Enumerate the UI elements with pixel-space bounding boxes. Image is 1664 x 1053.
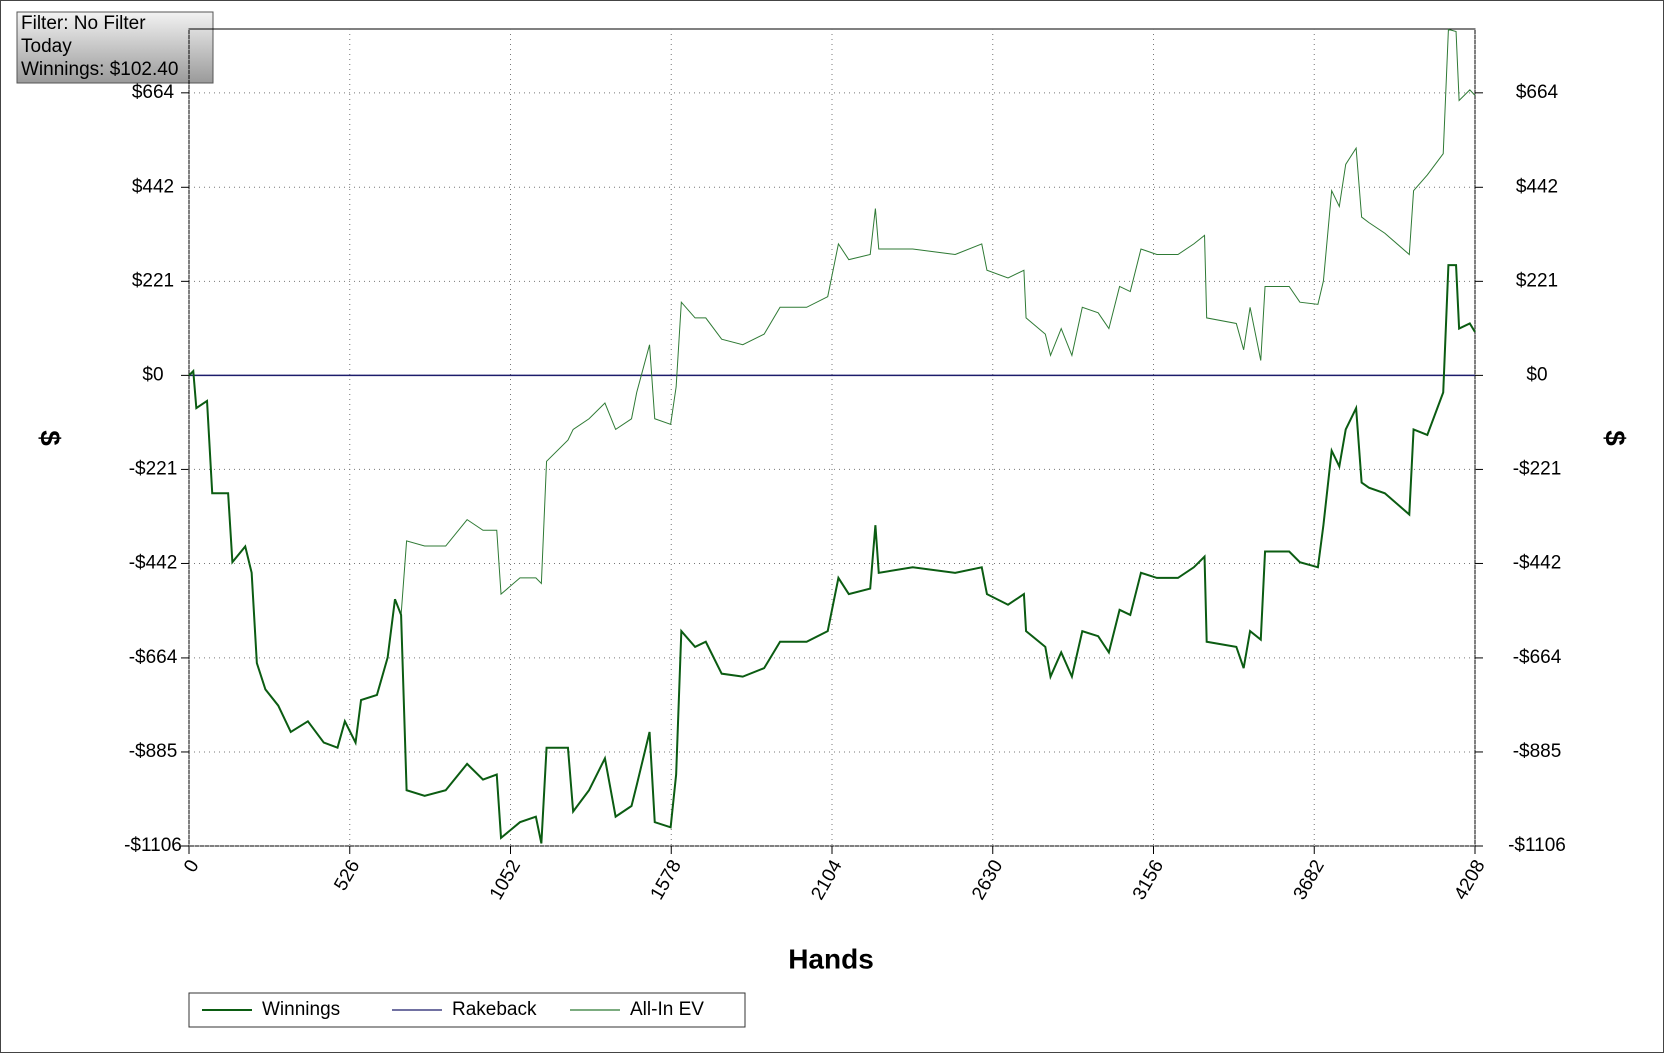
y-tick-label: -$885 (129, 741, 178, 762)
y-axis-label: $ (35, 430, 66, 446)
annotation-line: Filter: No Filter (21, 13, 146, 34)
annotation-line: Today (21, 36, 72, 57)
legend-label: Rakeback (452, 999, 537, 1020)
y-tick-label: -$1106 (124, 835, 182, 856)
annotation-box (16, 11, 214, 84)
x-axis-label: Hands (788, 943, 874, 974)
y2-tick-label: -$885 (1513, 741, 1562, 762)
legend (188, 992, 746, 1028)
y-tick-label: $664 (132, 82, 175, 103)
y-tick-label: $0 (142, 364, 163, 385)
annotation-line: Winnings: $102.40 (21, 59, 178, 80)
y2-tick-label: $221 (1516, 270, 1558, 291)
y2-tick-label: $442 (1516, 176, 1558, 197)
y-tick-label: -$442 (129, 552, 178, 573)
y-tick-label: -$221 (129, 458, 178, 479)
y-tick-label: $442 (132, 176, 174, 197)
y2-tick-label: $0 (1526, 364, 1547, 385)
y-tick-label: $221 (132, 270, 174, 291)
y2-axis-label: $ (1600, 430, 1631, 446)
y2-tick-label: -$1106 (1508, 835, 1566, 856)
y2-tick-label: $664 (1516, 82, 1559, 103)
y-tick-label: -$664 (129, 647, 178, 668)
legend-label: All-In EV (630, 999, 704, 1020)
y2-tick-label: -$442 (1513, 552, 1562, 573)
series-line (188, 264, 1476, 844)
legend-label: Winnings (262, 999, 340, 1020)
y2-tick-label: -$664 (1513, 647, 1562, 668)
y2-tick-label: -$221 (1513, 458, 1562, 479)
